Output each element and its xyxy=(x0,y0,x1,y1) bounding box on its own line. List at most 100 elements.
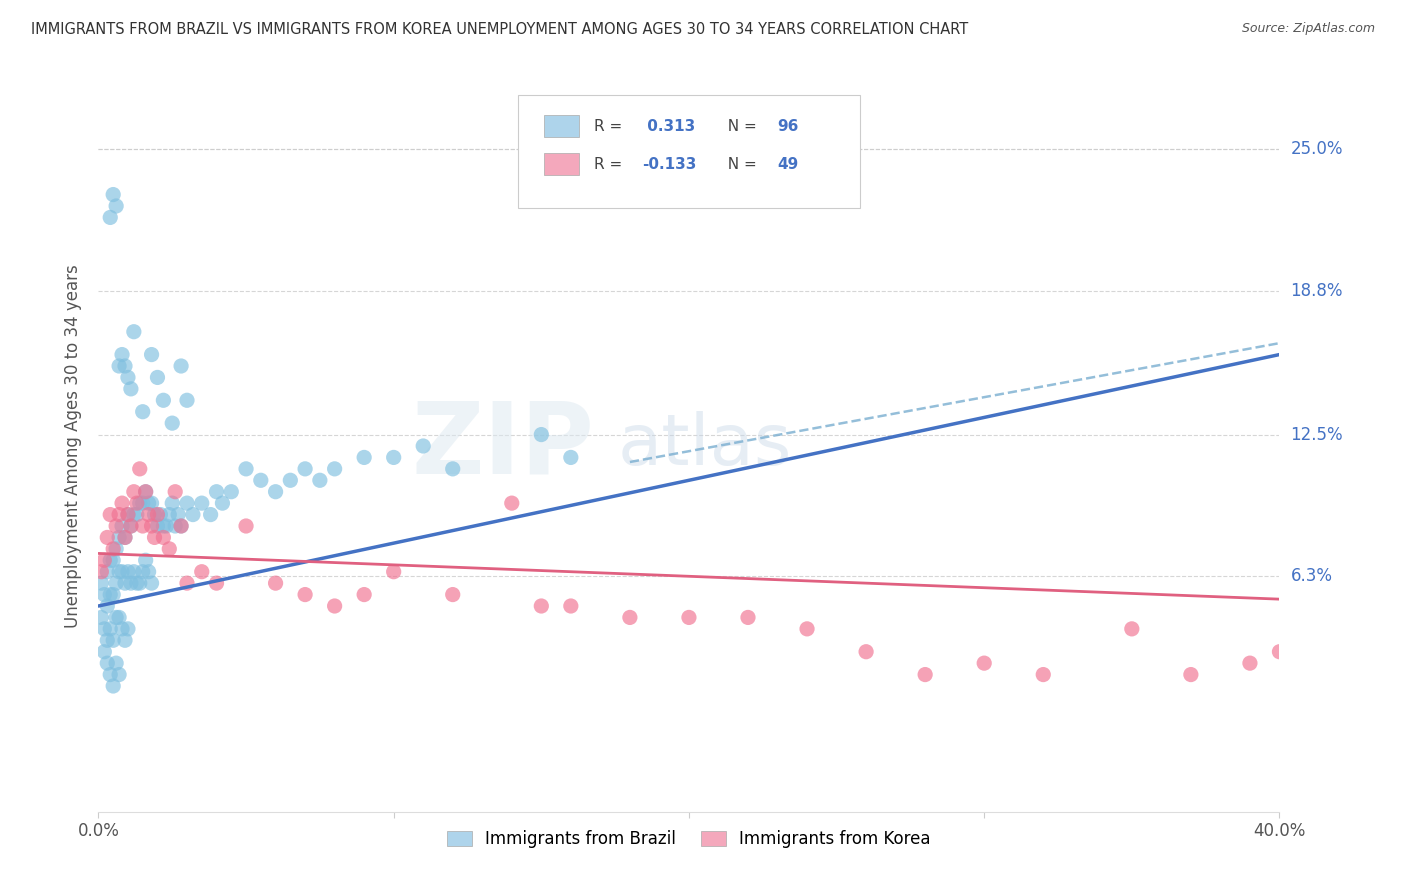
Point xyxy=(143,508,166,522)
Point xyxy=(152,393,174,408)
Point xyxy=(108,667,131,681)
Text: R =: R = xyxy=(595,157,627,172)
Point xyxy=(200,508,222,522)
Point xyxy=(132,565,155,579)
Point xyxy=(90,610,112,624)
Point xyxy=(211,496,233,510)
Point xyxy=(382,450,405,465)
Point xyxy=(135,484,157,499)
Text: 6.3%: 6.3% xyxy=(1291,567,1333,585)
Point xyxy=(170,359,193,373)
Point xyxy=(98,622,121,636)
Point xyxy=(619,610,641,624)
Point xyxy=(108,610,131,624)
Point xyxy=(120,519,142,533)
Point xyxy=(96,656,118,670)
Point xyxy=(157,541,180,556)
Point xyxy=(122,565,145,579)
Point xyxy=(128,496,150,510)
Point xyxy=(90,576,112,591)
Point xyxy=(98,211,121,225)
Point xyxy=(103,187,125,202)
Point xyxy=(114,576,136,591)
Point xyxy=(530,427,553,442)
Point xyxy=(152,530,174,544)
Point xyxy=(108,359,131,373)
Point xyxy=(117,508,139,522)
Point xyxy=(125,496,148,510)
Point xyxy=(132,496,155,510)
Point xyxy=(309,473,332,487)
Point xyxy=(323,462,346,476)
Point xyxy=(98,508,121,522)
Point xyxy=(122,484,145,499)
Point xyxy=(103,679,125,693)
Point xyxy=(103,541,125,556)
Point xyxy=(353,588,375,602)
Point xyxy=(323,599,346,613)
Point xyxy=(191,496,214,510)
Point xyxy=(125,576,148,591)
Point xyxy=(162,416,183,430)
Point xyxy=(155,519,177,533)
Point xyxy=(105,656,128,670)
Point xyxy=(170,519,193,533)
Point xyxy=(152,519,174,533)
Point xyxy=(114,530,136,544)
Point xyxy=(105,610,128,624)
Point xyxy=(120,382,142,396)
Point xyxy=(170,519,193,533)
Text: N =: N = xyxy=(718,119,762,134)
Point xyxy=(678,610,700,624)
Point xyxy=(128,462,150,476)
Text: 0.313: 0.313 xyxy=(641,119,695,134)
Point xyxy=(114,633,136,648)
Point xyxy=(1268,645,1291,659)
Point xyxy=(796,622,818,636)
Point xyxy=(141,576,163,591)
Point xyxy=(250,473,273,487)
Point xyxy=(111,496,134,510)
Point xyxy=(117,370,139,384)
Point xyxy=(93,588,115,602)
Point xyxy=(235,519,257,533)
Point xyxy=(181,508,204,522)
Point xyxy=(176,576,198,591)
FancyBboxPatch shape xyxy=(544,115,579,137)
Point xyxy=(165,484,187,499)
Point xyxy=(117,508,139,522)
Point xyxy=(90,565,112,579)
Point xyxy=(138,496,160,510)
Point xyxy=(167,508,190,522)
Point xyxy=(205,484,228,499)
Point xyxy=(973,656,995,670)
Point xyxy=(93,553,115,567)
Point xyxy=(114,530,136,544)
Point xyxy=(98,588,121,602)
Point xyxy=(1032,667,1054,681)
Text: 25.0%: 25.0% xyxy=(1291,140,1343,158)
Point xyxy=(264,576,287,591)
Point xyxy=(441,588,464,602)
Text: IMMIGRANTS FROM BRAZIL VS IMMIGRANTS FROM KOREA UNEMPLOYMENT AMONG AGES 30 TO 34: IMMIGRANTS FROM BRAZIL VS IMMIGRANTS FRO… xyxy=(31,22,969,37)
Text: ZIP: ZIP xyxy=(412,398,595,494)
Point xyxy=(103,633,125,648)
Point xyxy=(162,496,183,510)
Point xyxy=(105,519,128,533)
Point xyxy=(157,508,180,522)
Point xyxy=(105,576,128,591)
Point xyxy=(111,519,134,533)
Text: R =: R = xyxy=(595,119,627,134)
Point xyxy=(96,599,118,613)
Point xyxy=(294,588,316,602)
Point xyxy=(96,565,118,579)
Text: 12.5%: 12.5% xyxy=(1291,425,1343,443)
Point xyxy=(128,576,150,591)
Point xyxy=(132,405,155,419)
Point xyxy=(176,393,198,408)
Point xyxy=(132,519,155,533)
FancyBboxPatch shape xyxy=(517,95,860,209)
Point xyxy=(1121,622,1143,636)
Point xyxy=(108,530,131,544)
Text: N =: N = xyxy=(718,157,762,172)
